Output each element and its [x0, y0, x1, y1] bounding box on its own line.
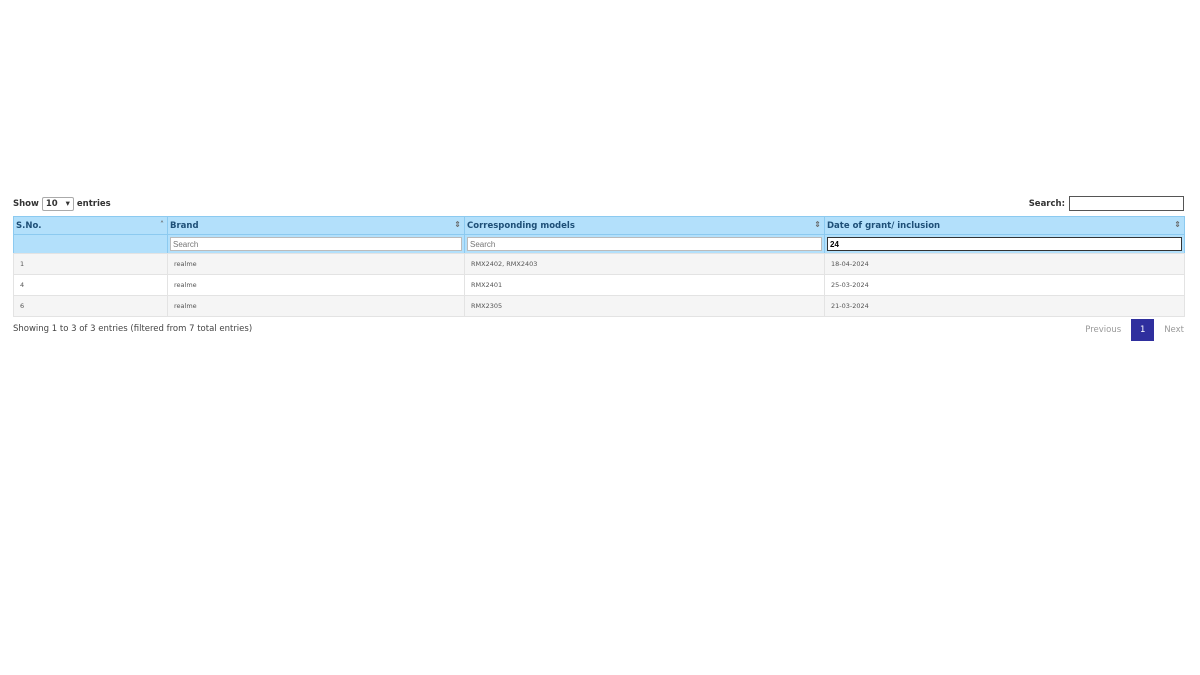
- cell-sno: 4: [13, 274, 168, 296]
- sort-asc-icon: ˄: [160, 220, 164, 229]
- filter-cell-models: [464, 234, 825, 254]
- column-header-date[interactable]: Date of grant/ inclusion ⇕: [824, 216, 1185, 235]
- search-input[interactable]: [1069, 196, 1184, 211]
- previous-button[interactable]: Previous: [1085, 325, 1122, 335]
- cell-models: RMX2401: [464, 274, 825, 296]
- filter-cell-sno: [13, 234, 168, 254]
- cell-date: 25-03-2024: [824, 274, 1185, 296]
- cell-brand: realme: [167, 253, 465, 275]
- entries-length-control: Show 10 ▾ entries: [13, 197, 111, 211]
- cell-models: RMX2305: [464, 295, 825, 317]
- pagination: Previous 1 Next: [1085, 319, 1184, 341]
- next-button[interactable]: Next: [1164, 325, 1184, 335]
- table-row: 1 realme RMX2402, RMX2403 18-04-2024: [13, 253, 1185, 275]
- cell-brand: realme: [167, 274, 465, 296]
- sort-icon: ⇕: [454, 220, 461, 229]
- filter-cell-date: [824, 234, 1185, 254]
- models-filter-input[interactable]: [467, 237, 822, 251]
- data-table: S.No. ˄ Brand ⇕ Corresponding models ⇕ Date…: [13, 216, 1185, 317]
- search-label: Search:: [1028, 198, 1065, 209]
- brand-filter-input[interactable]: [170, 237, 462, 251]
- cell-date: 18-04-2024: [824, 253, 1185, 275]
- table-controls: Show 10 ▾ entries Search:: [13, 196, 1184, 214]
- cell-brand: realme: [167, 295, 465, 317]
- cell-sno: 1: [13, 253, 168, 275]
- chevron-down-icon: ▾: [65, 199, 70, 209]
- global-search: Search:: [1029, 196, 1184, 211]
- table-row: 6 realme RMX2305 21-03-2024: [13, 295, 1185, 317]
- header-label: Corresponding models: [467, 220, 575, 231]
- table-row: 4 realme RMX2401 25-03-2024: [13, 274, 1185, 296]
- filter-cell-brand: [167, 234, 465, 254]
- entries-select[interactable]: 10 ▾: [41, 197, 74, 211]
- cell-date: 21-03-2024: [824, 295, 1185, 317]
- sort-icon: ⇕: [814, 220, 821, 229]
- show-label: Show: [13, 199, 39, 209]
- entries-select-value: 10: [45, 199, 58, 209]
- column-header-brand[interactable]: Brand ⇕: [167, 216, 465, 235]
- sort-icon: ⇕: [1174, 220, 1181, 229]
- cell-models: RMX2402, RMX2403: [464, 253, 825, 275]
- header-label: Brand: [170, 220, 199, 231]
- entries-label: entries: [76, 199, 111, 209]
- header-label: Date of grant/ inclusion: [827, 220, 941, 231]
- date-filter-input[interactable]: [827, 237, 1182, 251]
- column-header-models[interactable]: Corresponding models ⇕: [464, 216, 825, 235]
- column-header-sno[interactable]: S.No. ˄: [13, 216, 168, 235]
- table-info: Showing 1 to 3 of 3 entries (filtered fr…: [13, 324, 253, 334]
- page-1-button[interactable]: 1: [1131, 319, 1155, 341]
- header-label: S.No.: [16, 220, 42, 231]
- cell-sno: 6: [13, 295, 168, 317]
